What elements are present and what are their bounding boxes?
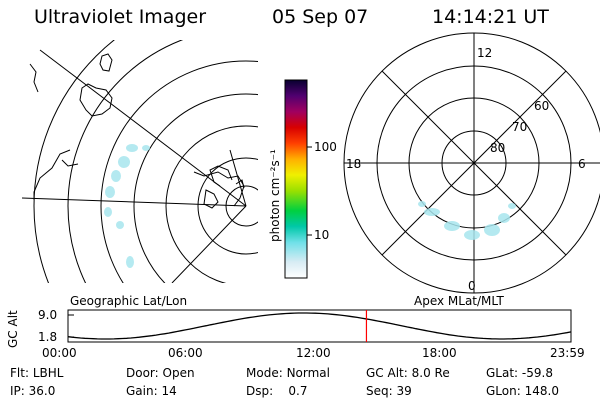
info-glon: GLon: 148.0 xyxy=(486,384,559,398)
altitude-xtick: 00:00 xyxy=(42,346,77,360)
lat-circle xyxy=(197,157,258,255)
coastline xyxy=(61,159,79,167)
altitude-xtick: 06:00 xyxy=(168,346,203,360)
coastline xyxy=(209,165,233,187)
colorbar-frame xyxy=(284,79,308,279)
colorbar-tick-100: 100 xyxy=(314,140,337,154)
mlt-label-12: 12 xyxy=(477,46,493,60)
altitude-curve xyxy=(67,312,572,340)
info-flt: Flt: LBHL xyxy=(10,366,64,380)
info-ip: IP: 36.0 xyxy=(10,384,56,398)
mlt-diagonal xyxy=(381,70,567,256)
lat-label-70: 70 xyxy=(512,120,528,134)
right-panel-caption: Apex MLat/MLT xyxy=(414,294,504,308)
altitude-xtick: 18:00 xyxy=(422,346,457,360)
geographic-map xyxy=(22,40,258,283)
coastline xyxy=(29,63,39,93)
lat-circle xyxy=(225,185,258,227)
left-panel-caption: Geographic Lat/Lon xyxy=(70,294,188,308)
colorbar-tick-10: 10 xyxy=(314,228,330,242)
meridian-line xyxy=(171,205,247,283)
info-gc-alt: GC Alt: 8.0 Re xyxy=(366,366,450,380)
colorbar-label: photon cm⁻²s⁻¹ xyxy=(268,149,282,242)
altitude-ylabel: GC Alt xyxy=(6,310,20,348)
polar-plot xyxy=(343,32,600,294)
altitude-xtick: 12:00 xyxy=(296,346,331,360)
altitude-plot xyxy=(67,309,572,343)
lat-circle xyxy=(33,40,115,283)
polar-aurora xyxy=(418,201,516,240)
left-aurora xyxy=(104,144,150,268)
mlt-label-18: 18 xyxy=(346,157,362,171)
instrument-title: Ultraviolet Imager xyxy=(34,6,207,28)
info-door: Door: Open xyxy=(126,366,195,380)
colorbar xyxy=(285,80,307,278)
coastline xyxy=(193,171,245,207)
coastline xyxy=(203,189,219,209)
coastline xyxy=(235,179,245,189)
altitude-plot-frame xyxy=(67,309,572,343)
coastline xyxy=(33,149,71,200)
altitude-xtick: 23:59 xyxy=(550,346,585,360)
altitude-ytick-bottom: 1.8 xyxy=(38,330,58,344)
time-label: 14:14:21 UT xyxy=(432,6,549,28)
info-seq: Seq: 39 xyxy=(366,384,412,398)
lat-circle xyxy=(100,60,258,283)
meridian-line xyxy=(22,197,247,207)
lat-label-80: 80 xyxy=(490,141,506,155)
info-mode: Mode: Normal xyxy=(246,366,330,380)
meridian-line xyxy=(229,149,247,207)
coastline xyxy=(99,53,113,72)
lat-label-60: 60 xyxy=(534,99,550,113)
coastline xyxy=(79,83,113,117)
info-gain: Gain: 14 xyxy=(126,384,177,398)
info-glat: GLat: -59.8 xyxy=(486,366,553,380)
meridian-line xyxy=(39,49,247,207)
date-label: 05 Sep 07 xyxy=(272,6,369,28)
info-dsp: Dsp: 0.7 xyxy=(246,384,308,398)
mlt-label-0: 0 xyxy=(468,279,476,293)
lat-circle xyxy=(67,40,184,283)
lat-circle xyxy=(165,125,258,283)
mlt-label-6: 6 xyxy=(578,157,586,171)
lat-circle xyxy=(133,93,258,283)
altitude-ytick-top: 9.0 xyxy=(38,308,58,322)
